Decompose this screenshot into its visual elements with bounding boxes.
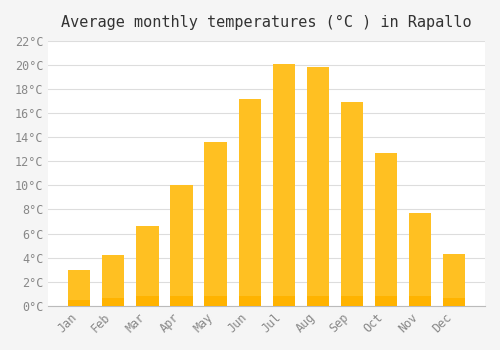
Bar (306, 296, 329, 306)
Bar (204, 296, 227, 306)
Bar (272, 64, 295, 306)
Bar (238, 99, 260, 306)
Bar (136, 296, 158, 306)
Bar (375, 153, 397, 306)
Bar (375, 296, 397, 306)
Bar (409, 296, 431, 306)
Title: Average monthly temperatures (°C ) in Rapallo: Average monthly temperatures (°C ) in Ra… (62, 15, 472, 30)
Bar (306, 68, 329, 306)
Bar (341, 296, 363, 306)
Bar (204, 142, 227, 306)
Bar (272, 296, 295, 306)
Bar (341, 102, 363, 306)
Bar (68, 300, 90, 306)
Bar (443, 298, 465, 306)
Bar (443, 254, 465, 306)
Bar (238, 296, 260, 306)
Bar (409, 213, 431, 306)
Bar (170, 296, 192, 306)
Bar (102, 255, 124, 306)
Bar (170, 186, 192, 306)
Bar (102, 298, 124, 306)
Bar (68, 270, 90, 306)
Bar (136, 226, 158, 306)
